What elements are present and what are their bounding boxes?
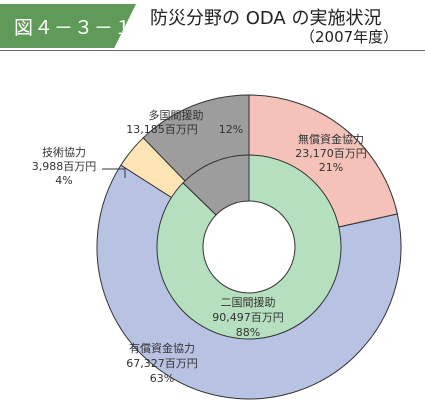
- chart-title: 防災分野の ODA の実施状況: [150, 8, 382, 29]
- label-tech-value: 3,988百万円: [32, 160, 97, 173]
- label-bilateral-name: 二国間援助: [221, 295, 276, 309]
- label-tech-name: 技術協力: [42, 146, 86, 159]
- donut-hole: [202, 200, 296, 294]
- label-multilateral-percent: 12%: [219, 123, 243, 136]
- header-rule: [0, 50, 425, 51]
- label-grant-percent: 21%: [319, 161, 343, 174]
- label-bilateral-value: 90,497百万円: [212, 311, 284, 324]
- figure-number: 図４－３－１: [14, 17, 135, 39]
- label-loan-percent: 63%: [150, 372, 174, 385]
- slices: [96, 94, 402, 400]
- label-multilateral-name: 多国間援助: [149, 108, 204, 122]
- label-loan-value: 67,327百万円: [126, 357, 198, 370]
- leader-line-tech: [102, 168, 126, 178]
- figure-header: 図４－３－１ 防災分野の ODA の実施状況 （2007年度）: [0, 0, 425, 52]
- label-tech-percent: 4%: [55, 174, 72, 187]
- label-grant-value: 23,170百万円: [295, 147, 367, 160]
- label-multilateral-value: 13,185百万円: [126, 123, 198, 136]
- inner-slice-0: [156, 154, 342, 340]
- figure-number-tag: 図４－３－１: [0, 4, 136, 48]
- label-bilateral-percent: 88%: [236, 326, 260, 339]
- label-grant-name: 無償資金協力: [298, 132, 364, 146]
- label-loan-name: 有償資金協力: [129, 341, 195, 355]
- chart-subtitle: （2007年度）: [300, 28, 399, 46]
